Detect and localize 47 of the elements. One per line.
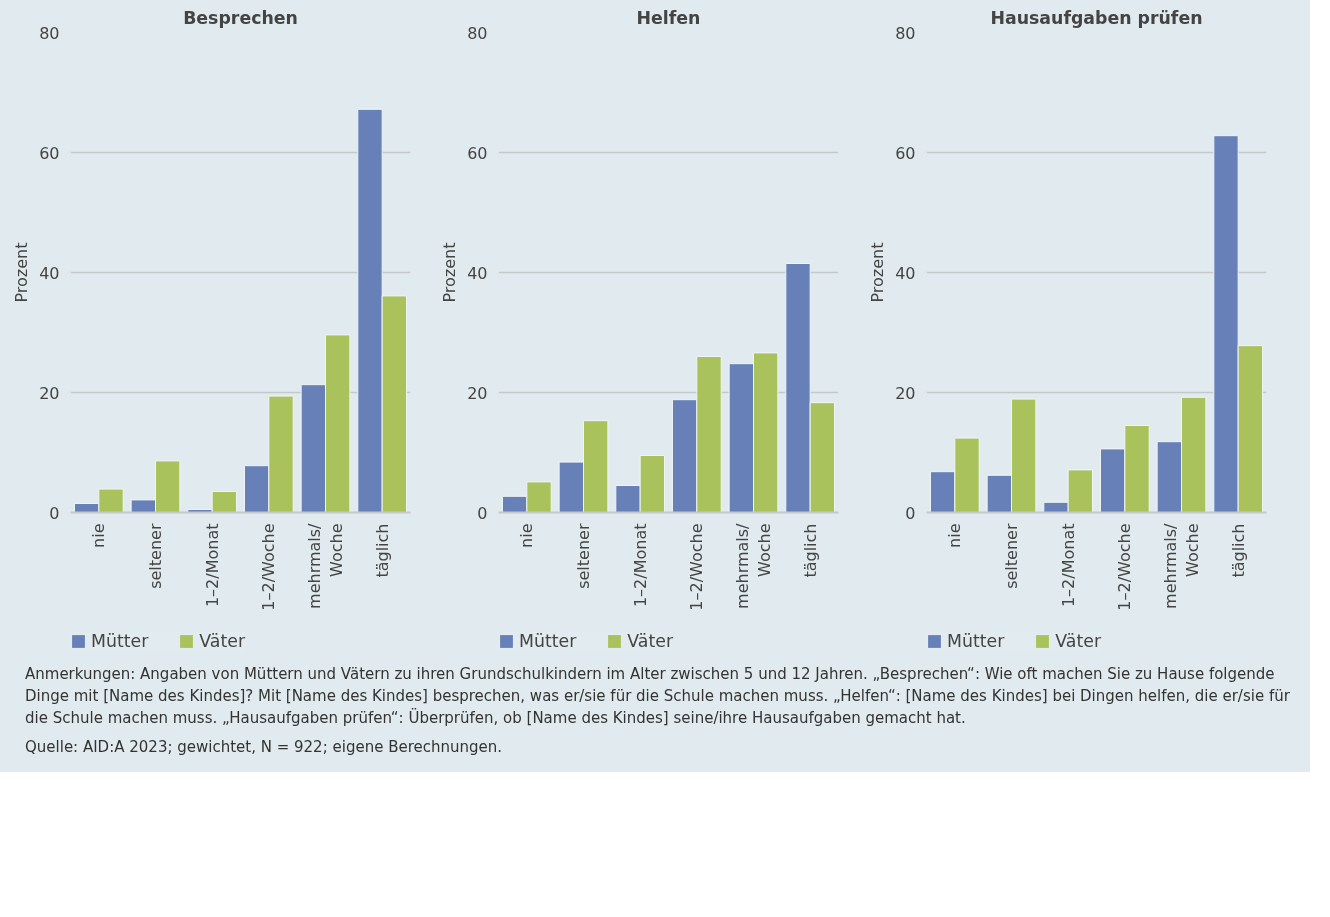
y-tick-label: 80 (39, 23, 60, 43)
y-tick-label: 0 (905, 503, 916, 523)
y-tick-label: 60 (895, 143, 916, 163)
x-tick-label: täglich (800, 523, 820, 578)
x-tick-label: 1–2/Woche (259, 523, 279, 611)
y-tick-label: 40 (467, 263, 488, 283)
chart-title: Helfen (636, 7, 701, 28)
x-tick-label: mehrmals/ Woche (732, 522, 775, 609)
legend-label: Väter (1055, 631, 1102, 651)
x-tick-label: 1–2/Monat (202, 523, 222, 608)
x-tick-label: seltener (574, 523, 593, 589)
x-tick-label: 1–2/Monat (1058, 523, 1078, 608)
x-tick-label: mehrmals/ Woche (1160, 522, 1203, 609)
y-tick-label: 20 (467, 383, 488, 403)
legend-label: Mütter (91, 631, 149, 651)
y-tick-label: 0 (49, 503, 60, 523)
legend-label: Mütter (947, 631, 1005, 651)
x-tick-label: 1–2/Monat (630, 523, 650, 608)
chart-title: Hausaufgaben prüfen (990, 7, 1203, 28)
x-tick-label: nie (945, 523, 965, 548)
legend-label: Mütter (519, 631, 577, 651)
chart-title: Besprechen (183, 7, 298, 28)
y-axis-title: Prozent (868, 242, 888, 303)
y-axis-title: Prozent (12, 242, 32, 303)
y-axis-title: Prozent (440, 242, 460, 303)
y-tick-label: 40 (895, 263, 916, 283)
y-tick-label: 60 (39, 143, 60, 163)
legend-label: Väter (199, 631, 246, 651)
x-tick-label: nie (89, 523, 109, 548)
x-tick-label: mehrmals/ Woche (304, 522, 347, 609)
x-tick-label: seltener (1002, 523, 1021, 589)
y-tick-label: 20 (895, 383, 916, 403)
x-tick-label: seltener (146, 523, 165, 589)
y-tick-label: 40 (39, 263, 60, 283)
y-tick-label: 0 (477, 503, 488, 523)
text: Anmerkungen: Angaben von Müttern und Vätern zu ihren Grundschulkindern im Alter zwischen 5 und 12 Jahren. „Besprechen“: Wie oft machen Sie zu Hause folgende Dinge mit [Name des Kindes]? Mit [Name des Kindes] besprechen, was er/sie für die Schule machen muss. „Helfen“: [Name des Kindes] bei Dingen helfen, die er/sie für die Schule machen muss. „Hausaufgaben prüfen“: Überprüfen, ob [Name des Kindes] seine/ihre Hausaufgaben gemacht hat. (25, 664, 1291, 729)
legend-label: Väter (627, 631, 674, 651)
x-tick-label: 1–2/Woche (687, 523, 707, 611)
x-tick-label: täglich (1228, 523, 1248, 578)
y-tick-label: 80 (895, 23, 916, 43)
y-tick-label: 20 (39, 383, 60, 403)
x-tick-label: nie (517, 523, 537, 548)
y-tick-label: 60 (467, 143, 488, 163)
x-tick-label: täglich (372, 523, 392, 578)
x-tick-label: 1–2/Woche (1115, 523, 1135, 611)
source-note: Quelle: AID:A 2023; gewichtet, N = 922; eigene Berechnungen. (25, 737, 504, 759)
y-tick-label: 80 (467, 23, 488, 43)
